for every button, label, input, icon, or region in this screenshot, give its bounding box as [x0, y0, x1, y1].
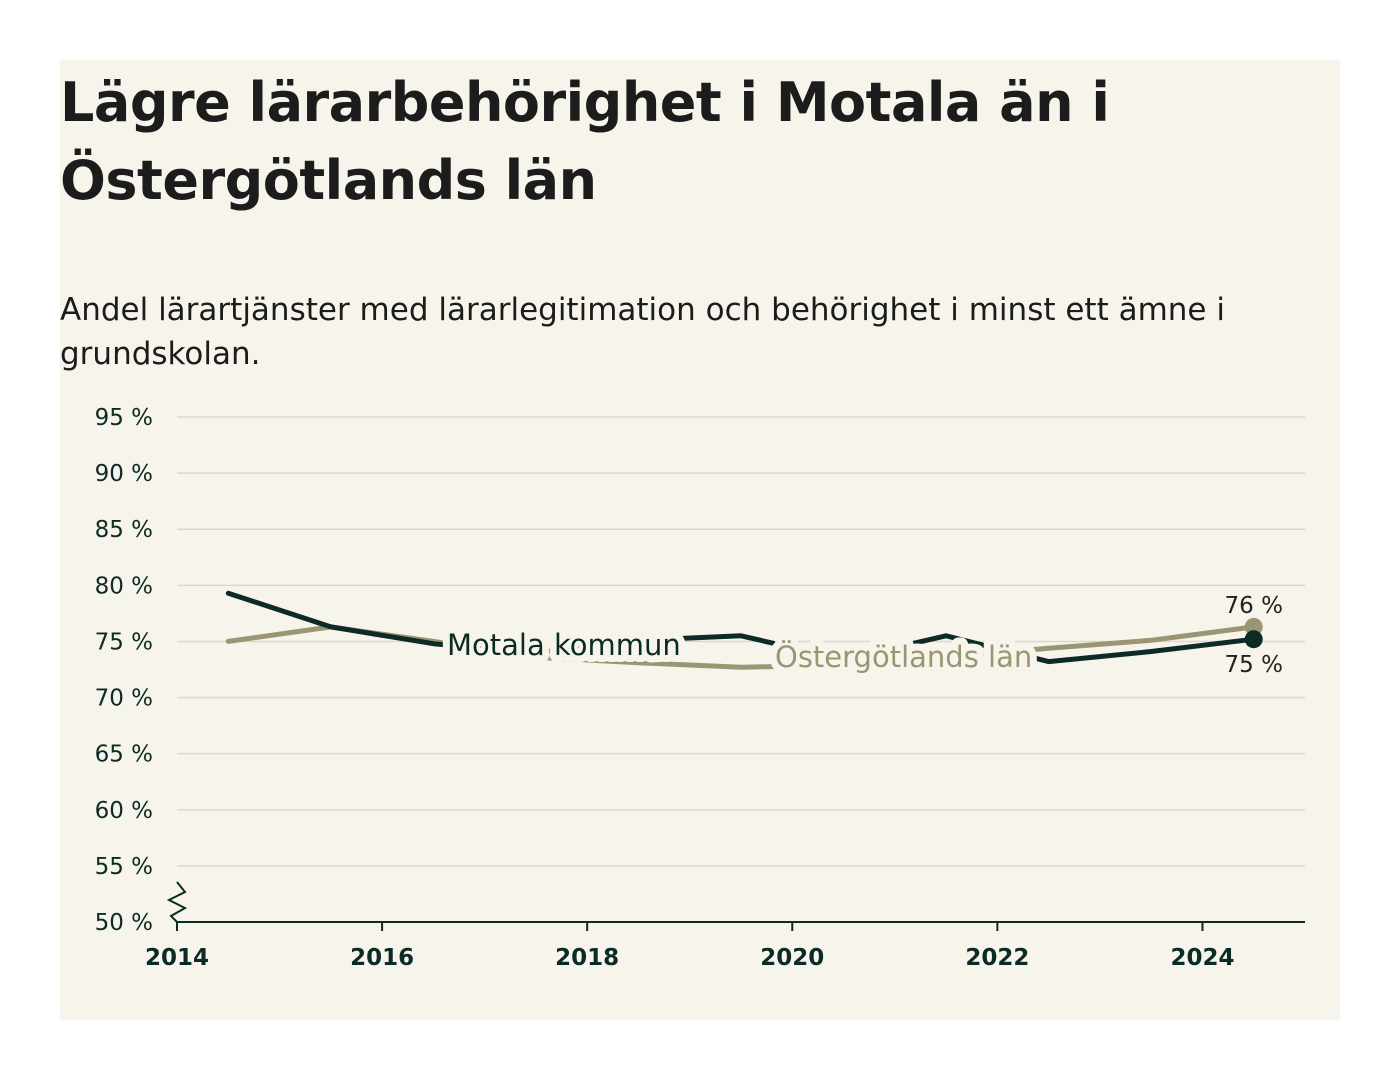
- y-tick-label: 70 %: [95, 686, 153, 712]
- series-label-motala: Motala kommun: [447, 628, 681, 662]
- x-tick-label: 2018: [555, 945, 619, 971]
- end-value-label-ostergotland: 76 %: [1225, 593, 1283, 619]
- label-layer: Motala kommun Östergötlands län 76 % 75 %: [440, 593, 1283, 681]
- y-tick-label: 90 %: [95, 461, 153, 487]
- x-tick-label: 2020: [760, 945, 824, 971]
- y-tick-label: 85 %: [95, 517, 153, 543]
- y-tick-label: 95 %: [95, 405, 153, 431]
- x-axis: 2014 2016 2018 2020 2022 2024: [145, 921, 1305, 971]
- chart-subtitle: Andel lärartjänster med lärarlegitimatio…: [60, 292, 1225, 372]
- chart-title: Lägre lärarbehörighet i Motala än i Öste…: [60, 71, 1110, 212]
- x-tick-label: 2014: [145, 945, 209, 971]
- x-tick-label: 2022: [965, 945, 1029, 971]
- x-tick-label: 2024: [1170, 945, 1234, 971]
- y-tick-label: 80 %: [95, 573, 153, 599]
- series-label-ostergotland: Östergötlands län: [775, 640, 1032, 674]
- x-tick-label: 2016: [350, 945, 414, 971]
- series-line-motala: [225, 590, 1257, 665]
- chart-card: Lägre lärarbehörighet i Motala än i Öste…: [60, 60, 1340, 1020]
- y-tick-label: 50 %: [95, 910, 153, 936]
- y-axis: 50 % 55 % 60 % 65 % 70 % 75 % 80 % 85 % 90 % 95 %: [95, 405, 188, 936]
- grid-lines: [177, 416, 1305, 867]
- y-tick-label: 60 %: [95, 798, 153, 824]
- y-tick-label: 55 %: [95, 854, 153, 880]
- axis-break-icon: [166, 881, 188, 923]
- line-chart: 50 % 55 % 60 % 65 % 70 % 75 % 80 % 85 % 90 % 95 %…: [95, 405, 1305, 971]
- series-layer: [225, 590, 1263, 670]
- y-tick-label: 65 %: [95, 742, 153, 768]
- end-point-marker: [1244, 630, 1263, 649]
- end-point-marker: [1244, 617, 1263, 636]
- end-value-label-motala: 75 %: [1225, 652, 1283, 678]
- y-tick-label: 75 %: [95, 629, 153, 655]
